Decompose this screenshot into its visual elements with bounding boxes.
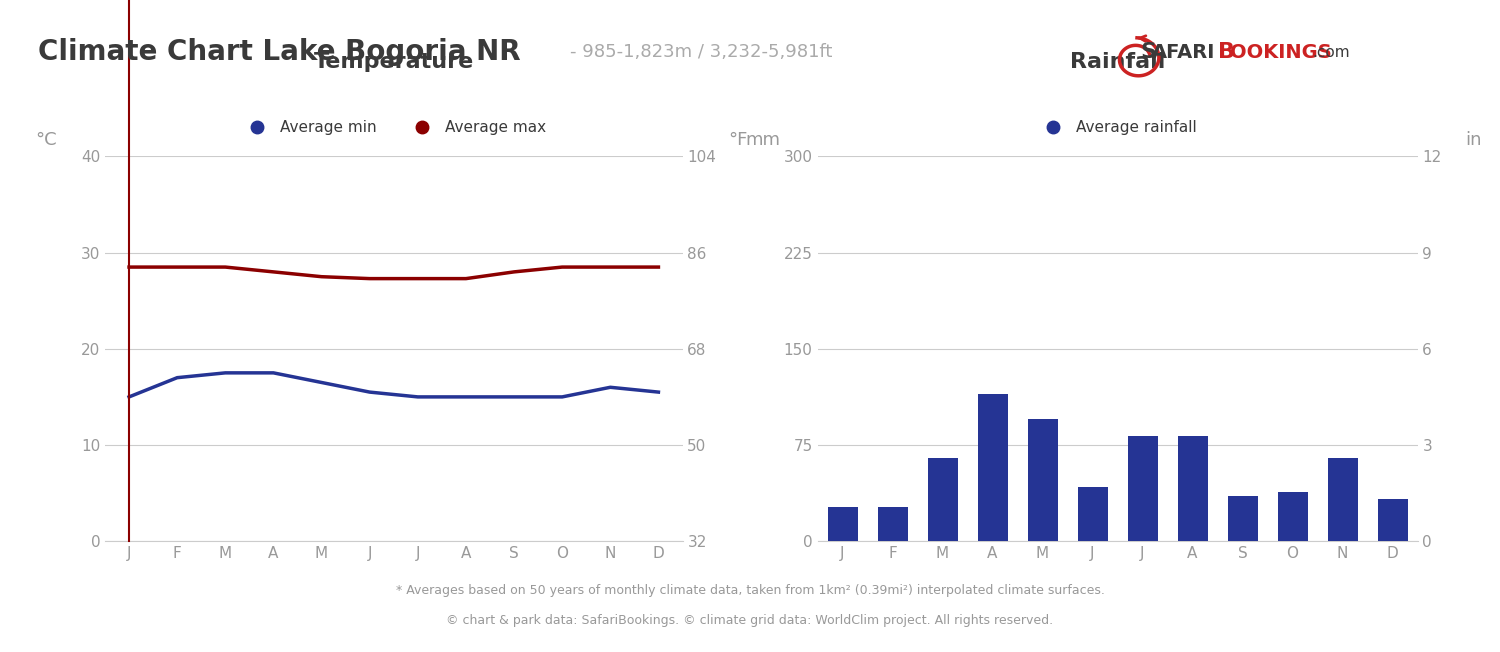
Text: in: in [1466,131,1482,149]
Bar [828,507,858,541]
Bar [1028,419,1057,541]
Bar [1128,436,1158,541]
Text: B: B [1218,42,1234,62]
Legend: Average rainfall: Average rainfall [1032,114,1203,141]
Bar [927,458,957,541]
Text: © chart & park data: SafariBookings. © climate grid data: WorldClim project. All: © chart & park data: SafariBookings. © c… [447,614,1053,627]
Text: .com: .com [1312,44,1350,60]
Text: S: S [1140,42,1156,62]
Legend: Average min, Average max: Average min, Average max [236,114,552,141]
Text: °C: °C [36,131,57,149]
Text: Rainfall: Rainfall [1070,52,1166,72]
Bar [1227,496,1257,541]
Bar [1077,487,1107,541]
Text: °F: °F [729,131,748,149]
Text: Temperature: Temperature [314,52,474,72]
Bar [1178,436,1208,541]
Text: AFARI: AFARI [1152,42,1215,62]
Bar [978,394,1008,541]
Text: OOKINGS: OOKINGS [1230,42,1332,62]
Text: mm: mm [746,131,780,149]
Text: Climate Chart Lake Bogoria NR: Climate Chart Lake Bogoria NR [38,38,520,66]
Text: - 985-1,823m / 3,232-5,981ft: - 985-1,823m / 3,232-5,981ft [570,43,832,61]
Bar [878,507,908,541]
Bar [1328,458,1358,541]
Text: * Averages based on 50 years of monthly climate data, taken from 1km² (0.39mi²) : * Averages based on 50 years of monthly … [396,584,1104,597]
Bar [1377,499,1407,541]
Bar [1278,492,1308,541]
